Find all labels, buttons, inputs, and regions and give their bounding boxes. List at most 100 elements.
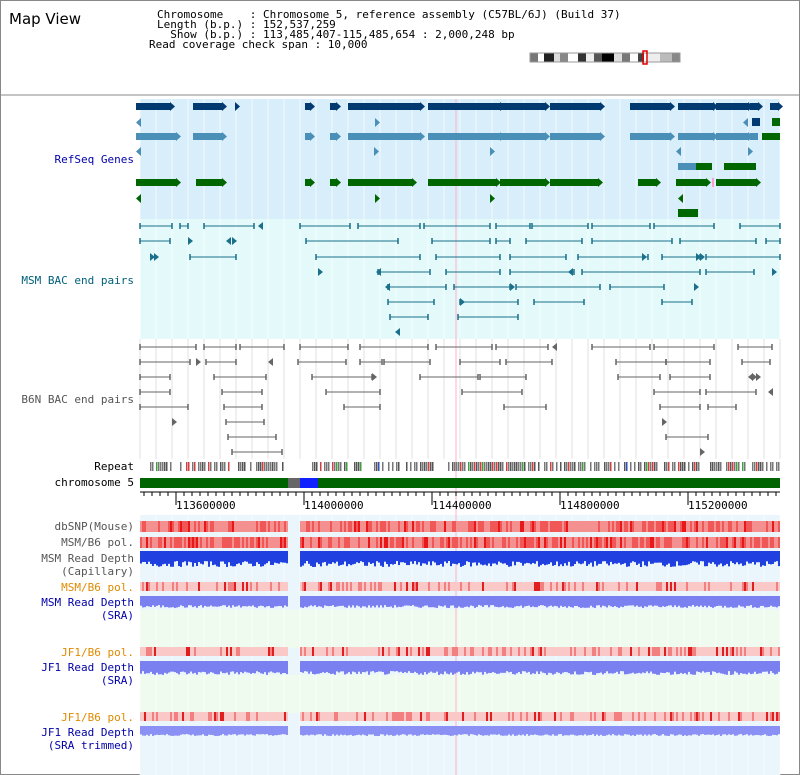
jf1-depth-sra-bar: [240, 661, 242, 673]
jf1-b6-pol-trim-cell: [306, 712, 308, 721]
jf1-b6-pol-cell: [590, 647, 592, 656]
jf1-b6-pol-cell: [674, 647, 676, 656]
ideogram-band: [614, 53, 622, 62]
jf1-b6-pol-trim-cell: [182, 712, 184, 721]
jf1-b6-pol-cell: [192, 647, 194, 656]
msm-depth-cap-bar: [720, 551, 722, 564]
msm-depth-cap-bar: [206, 551, 208, 562]
jf1-b6-pol-cell: [582, 647, 584, 656]
dbsnp-cell: [250, 521, 252, 532]
jf1-depth-trim-bar: [246, 726, 248, 735]
track-label-repeat[interactable]: Repeat: [94, 460, 134, 473]
jf1-depth-sra-bar: [596, 661, 598, 674]
msm-depth-cap-bar: [262, 551, 264, 567]
repeat-element: [712, 462, 714, 471]
dbsnp-cell: [376, 521, 378, 532]
gene-block: [770, 103, 778, 110]
jf1-b6-pol-cell: [190, 647, 192, 656]
dbsnp-cell: [750, 521, 752, 532]
jf1-depth-trim-bar: [522, 726, 524, 735]
jf1-depth-trim-bar: [256, 726, 258, 735]
track-label-jf1-b6-pol-1[interactable]: JF1/B6 pol.: [61, 646, 134, 659]
jf1-b6-pol-cell: [302, 647, 304, 656]
jf1-b6-pol-trim-cell: [606, 712, 608, 721]
msm-b6-pol-sra-cell: [768, 582, 770, 591]
msm-depth-sra-bar: [422, 596, 424, 607]
jf1-b6-pol-trim-cell: [528, 712, 530, 721]
jf1-depth-sra-bar: [486, 661, 488, 674]
jf1-b6-pol-trim-cell: [354, 712, 356, 721]
msm-depth-cap-bar: [740, 551, 742, 564]
msm-b6-pol-sra-cell: [442, 582, 444, 591]
jf1-depth-trim-bar: [592, 726, 594, 735]
dbsnp-cell: [318, 521, 320, 532]
dbsnp-cell: [584, 521, 586, 532]
msm-b6-pol-cell: [506, 537, 508, 548]
msm-depth-sra-bar: [590, 596, 592, 606]
msm-depth-cap-bar: [512, 551, 514, 562]
jf1-depth-trim-bar: [714, 726, 716, 736]
track-label-dbsnp[interactable]: dbSNP(Mouse): [54, 520, 134, 533]
msm-b6-pol-sra-cell: [624, 582, 626, 591]
msm-depth-cap-bar: [452, 551, 454, 564]
jf1-depth-trim-bar: [178, 726, 180, 736]
msm-b6-pol-cell: [262, 537, 264, 548]
jf1-depth-trim-bar: [676, 726, 678, 736]
track-label-jf1-depth-trim-1[interactable]: JF1 Read Depth: [41, 726, 134, 739]
msm-depth-sra-bar: [392, 596, 394, 608]
track-label-jf1-depth-sra-1[interactable]: JF1 Read Depth: [41, 661, 134, 674]
msm-b6-pol-cell: [432, 537, 434, 548]
jf1-b6-pol-cell: [278, 647, 280, 656]
bac-end-marker: [258, 222, 263, 230]
jf1-depth-trim-bar: [744, 726, 746, 735]
msm-depth-cap-bar: [466, 551, 468, 562]
repeat-element: [736, 462, 738, 471]
jf1-b6-pol-trim-cell: [402, 712, 404, 721]
jf1-b6-pol-cell: [318, 647, 320, 656]
jf1-b6-pol-cell: [326, 647, 328, 656]
msm-depth-cap-bar: [480, 551, 482, 565]
dbsnp-cell: [532, 521, 534, 532]
msm-depth-sra-bar: [316, 596, 318, 608]
track-label-b6n-bac[interactable]: B6N BAC end pairs: [21, 393, 134, 406]
dbsnp-cell: [610, 521, 612, 532]
track-label-msm-bac[interactable]: MSM BAC end pairs: [21, 274, 134, 287]
msm-b6-pol-sra-cell: [558, 582, 560, 591]
track-label-msm-depth-sra-1[interactable]: MSM Read Depth: [41, 596, 134, 609]
jf1-depth-sra-bar: [358, 661, 360, 672]
track-label-msm-b6-pol-1[interactable]: MSM/B6 pol.: [61, 536, 134, 549]
repeat-element: [340, 462, 342, 471]
msm-b6-pol-cell: [228, 537, 230, 548]
msm-b6-pol-sra-cell: [682, 582, 684, 591]
msm-depth-cap-bar: [772, 551, 774, 564]
track-label-msm-b6-pol-2[interactable]: MSM/B6 pol.: [61, 581, 134, 594]
repeat-element: [634, 462, 636, 471]
jf1-depth-sra-bar: [324, 661, 326, 673]
msm-b6-pol-sra-cell: [688, 582, 690, 591]
msm-b6-pol-cell: [642, 537, 644, 548]
jf1-b6-pol-cell: [212, 647, 214, 656]
jf1-b6-pol-trim-cell: [716, 712, 718, 721]
msm-b6-pol-sra-cell: [414, 582, 416, 591]
jf1-depth-trim-bar: [480, 726, 482, 736]
jf1-b6-pol-cell: [178, 647, 180, 656]
msm-depth-sra-bar: [582, 596, 584, 608]
msm-b6-pol-cell: [402, 537, 404, 548]
msm-depth-cap-bar: [340, 551, 342, 566]
track-label-jf1-b6-pol-2[interactable]: JF1/B6 pol.: [61, 711, 134, 724]
msm-b6-pol-sra-cell: [348, 582, 350, 591]
track-label-msm-depth-cap-1[interactable]: MSM Read Depth: [41, 552, 134, 565]
jf1-b6-pol-trim-cell: [428, 712, 430, 721]
msm-b6-pol-cell: [160, 537, 162, 548]
repeat-element: [664, 462, 666, 471]
jf1-depth-sra-bar: [684, 661, 686, 674]
msm-depth-cap-bar: [702, 551, 704, 562]
jf1-b6-pol-cell: [236, 647, 238, 656]
msm-depth-sra-bar: [354, 596, 356, 608]
msm-b6-pol-cell: [266, 537, 268, 548]
jf1-depth-sra-bar: [348, 661, 350, 673]
jf1-depth-trim-bar: [202, 726, 204, 735]
track-label-refseq[interactable]: RefSeq Genes: [54, 153, 134, 166]
dbsnp-cell: [752, 521, 754, 532]
